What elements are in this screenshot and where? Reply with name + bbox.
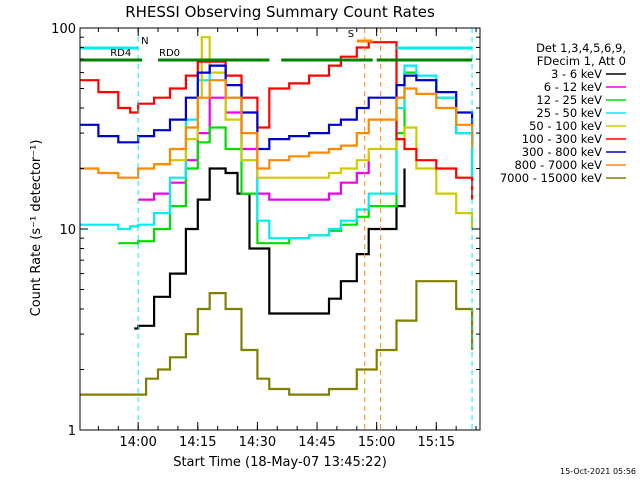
chart-title: RHESSI Observing Summary Count Rates [125, 3, 435, 21]
x-tick-label-1515: 15:15 [418, 435, 455, 450]
state-label-rd0: RD0 [159, 48, 180, 59]
legend-label-7000-15000-kev: 7000 - 15000 keV [500, 171, 602, 185]
x-tick-label-1400: 14:00 [119, 435, 156, 450]
state-label-rd4: RD4 [110, 48, 131, 59]
footer-timestamp: 15-Oct-2021 05:56 [560, 467, 636, 476]
legend-label-6-12-kev: 6 - 12 keV [544, 80, 602, 94]
series-7000-15000-kev [80, 280, 474, 396]
legend-label-300-800-kev: 300 - 800 keV [522, 145, 602, 159]
state-label-s: S [348, 29, 354, 40]
legend: Det 1,3,4,5,6,9,FDecim 1, Att 03 - 6 keV… [500, 41, 626, 185]
series-800-7000-kev [80, 79, 474, 179]
y-tick-label-10: 10 [59, 223, 76, 238]
x-tick-label-1415: 14:15 [179, 435, 216, 450]
axes: 14:00 14:15 14:30 14:45 15:00 15:15 1 10 100 [51, 22, 480, 450]
y-tick-label-1: 1 [68, 424, 76, 439]
legend-header-1: FDecim 1, Att 0 [537, 54, 626, 68]
series-300-800-kev [80, 64, 474, 151]
series-25-50-kev [80, 64, 474, 240]
series-layer [80, 36, 474, 396]
legend-header-0: Det 1,3,4,5,6,9, [536, 41, 626, 55]
legend-label-800-7000-kev: 800 - 7000 keV [514, 158, 602, 172]
legend-label-3-6-kev: 3 - 6 keV [551, 67, 602, 81]
series-12-25-kev [118, 71, 474, 245]
x-tick-label-1500: 15:00 [358, 435, 395, 450]
legend-label-50-100-kev: 50 - 100 keV [529, 119, 602, 133]
legend-label-25-50-kev: 25 - 50 keV [536, 106, 602, 120]
y-tick-label-100: 100 [51, 22, 76, 37]
y-axis-label: Count Rate (s⁻¹ detector⁻¹) [29, 140, 44, 317]
x-axis-label: Start Time (18-May-07 13:45:22) [173, 455, 387, 470]
legend-label-100-300-kev: 100 - 300 keV [522, 132, 602, 146]
state-label-n: N [141, 36, 148, 47]
x-tick-label-1430: 14:30 [239, 435, 276, 450]
x-tick-label-1445: 14:45 [298, 435, 335, 450]
series-100-300-kev [80, 41, 474, 200]
legend-label-12-25-kev: 12 - 25 keV [536, 93, 602, 107]
